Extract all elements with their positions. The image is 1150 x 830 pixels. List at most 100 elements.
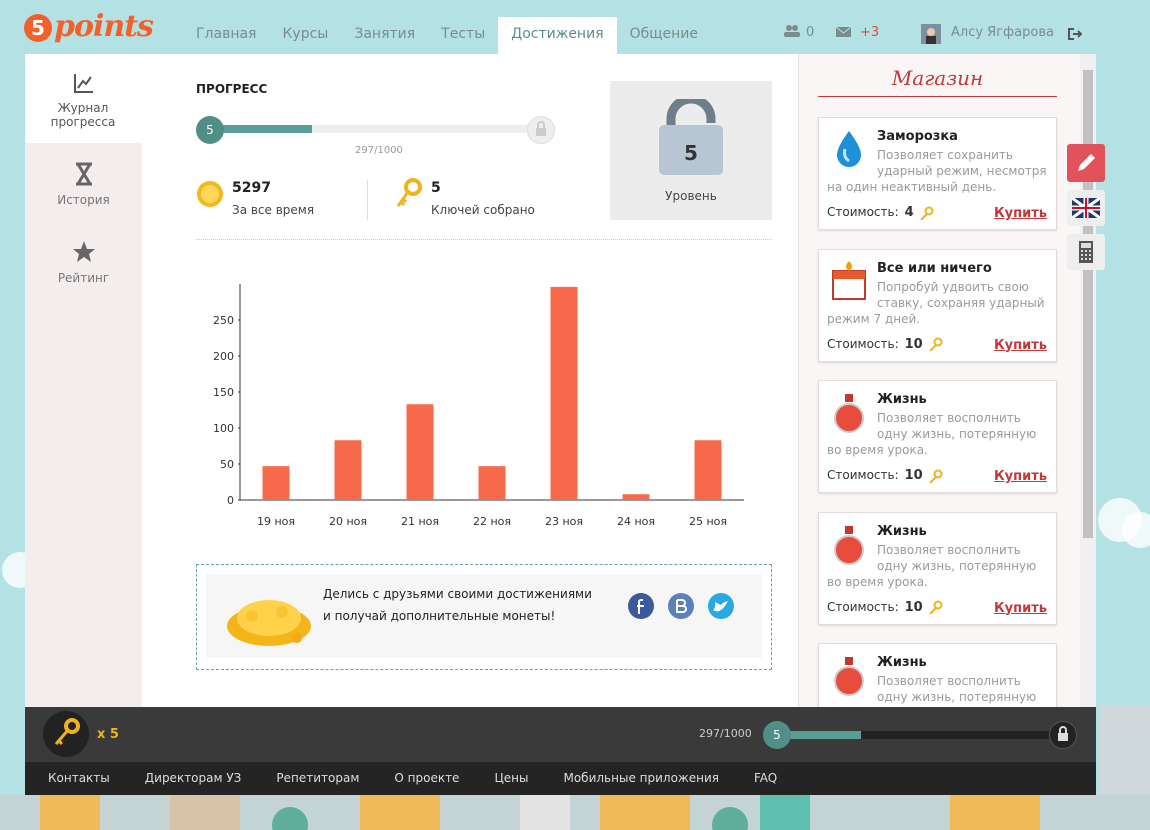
lock-icon: [536, 121, 546, 136]
share-line2: и получай дополнительные монеты!: [323, 609, 556, 623]
history-icon: [75, 162, 92, 186]
sidebar-item[interactable]: Рейтинг: [25, 240, 142, 285]
points-label: 297/1000: [355, 145, 403, 156]
share-inner: Делись с друзьями своими достижениями и …: [206, 574, 762, 658]
divider: [367, 180, 368, 220]
key-icon: [928, 600, 943, 615]
coin-icon: [197, 181, 223, 207]
sidebar-item[interactable]: История: [25, 162, 142, 207]
progress-fill: [209, 125, 312, 133]
friends-count: 0: [806, 25, 815, 40]
y-tick-label: 50: [220, 458, 234, 471]
footer-link[interactable]: FAQ: [753, 771, 778, 785]
sidebar-label: История: [57, 193, 110, 207]
item-cost: Стоимость: 4: [827, 205, 934, 221]
buy-button[interactable]: Купить: [994, 206, 1047, 221]
edit-button[interactable]: [1067, 144, 1105, 182]
bar: [622, 494, 650, 500]
footer-link[interactable]: Репетиторам: [276, 771, 360, 785]
pencil-icon: [1078, 154, 1095, 171]
item-cost: Стоимость: 10: [827, 337, 943, 352]
nav-item[interactable]: Тесты: [441, 26, 486, 42]
coins-pile: [227, 600, 311, 646]
item-icon: [837, 131, 861, 167]
cost-label: Стоимость:: [827, 599, 899, 614]
item-description: Позволяет восполнить одну жизнь, потерян…: [827, 542, 1037, 589]
shop-title: Магазин: [891, 66, 984, 90]
cost-value: 10: [904, 336, 923, 352]
user-name[interactable]: Алсу Ягфарова: [951, 25, 1054, 40]
bar: [478, 466, 506, 500]
nav-item[interactable]: Курсы: [282, 26, 329, 42]
cost-value: 4: [904, 205, 914, 220]
mail-icon: [836, 27, 851, 37]
separator: [196, 239, 772, 240]
language-button[interactable]: [1067, 190, 1105, 226]
social-buttons[interactable]: [627, 592, 737, 620]
bar: [694, 440, 722, 500]
item-icon: [834, 657, 864, 696]
logout-icon[interactable]: [1067, 27, 1083, 41]
x-tick-label: 23 ноя: [545, 515, 583, 528]
lock-icon: [1058, 726, 1068, 741]
progress-track: [209, 125, 555, 133]
calculator-icon: [1079, 241, 1093, 263]
footer-link[interactable]: О проекте: [394, 771, 460, 785]
bar: [262, 466, 290, 500]
share-box: Делись с друзьями своими достижениями и …: [196, 564, 772, 670]
nav-item[interactable]: Достижения: [498, 17, 617, 54]
shop-card: Жизнь Позволяет восполнить одну жизнь, по…: [818, 511, 1057, 625]
key-icon: [396, 178, 422, 207]
progress-fill: [775, 731, 861, 739]
item-icon: [834, 525, 864, 565]
lock-badge: [1049, 721, 1077, 749]
rating-icon: [72, 241, 95, 262]
item-name: Жизнь: [877, 523, 927, 539]
shop-card: Заморозка Позволяет сохранить ударный реж…: [818, 117, 1057, 230]
item-name: Все или ничего: [877, 260, 992, 276]
journal-icon: [73, 74, 93, 93]
y-tick-label: 250: [213, 314, 234, 327]
level-box: 5 Уровень: [610, 81, 772, 220]
key-icon: [919, 206, 934, 221]
sidebar-item[interactable]: Журнал прогресса: [25, 54, 142, 143]
friends-icon: [784, 25, 800, 37]
keys-label: Ключей собрано: [431, 203, 535, 217]
footer-link[interactable]: Контакты: [48, 771, 110, 785]
key-icon: [928, 337, 943, 352]
calculator-button[interactable]: [1067, 234, 1105, 270]
cost-label: Стоимость:: [827, 336, 899, 351]
sidebar-label: Журнал прогресса: [50, 101, 116, 129]
cost-label: Стоимость:: [827, 205, 899, 219]
progress-title: ПРОГРЕСС: [196, 82, 268, 96]
nav-item[interactable]: Общение: [629, 26, 698, 42]
key-icon: [928, 469, 943, 484]
y-tick-label: 150: [213, 386, 234, 399]
y-tick-label: 100: [213, 422, 234, 435]
messages-count: +3: [860, 25, 880, 40]
item-icon: [834, 394, 864, 433]
avatar[interactable]: [921, 24, 941, 44]
x-tick-label: 24 ноя: [617, 515, 655, 528]
nav-item[interactable]: Главная: [196, 26, 257, 42]
buy-button[interactable]: Купить: [994, 600, 1047, 616]
item-description: Позволяет восполнить одну жизнь, потерян…: [827, 674, 1037, 707]
footer-link[interactable]: Мобильные приложения: [563, 771, 719, 785]
nav-item[interactable]: Занятия: [354, 26, 416, 42]
shop-card: Жизнь Позволяет восполнить одну жизнь, по…: [818, 380, 1057, 493]
item-name: Заморозка: [877, 129, 958, 144]
footer-link[interactable]: Директорам УЗ: [144, 771, 242, 785]
footer-link[interactable]: Цены: [494, 771, 529, 785]
y-tick-label: 200: [213, 350, 234, 363]
cost-value: 10: [904, 599, 923, 615]
item-description: Попробуй удвоить свою ставку, сохраняя у…: [827, 279, 1045, 326]
key-badge: [43, 711, 89, 757]
x-tick-label: 21 ноя: [401, 515, 439, 528]
buy-button[interactable]: Купить: [994, 469, 1047, 484]
coins-value: 5297: [232, 180, 271, 196]
buy-button[interactable]: Купить: [994, 337, 1047, 353]
level-number: 5: [684, 141, 698, 165]
scroll-thumb[interactable]: [1083, 70, 1093, 538]
x-tick-label: 22 ноя: [473, 515, 511, 528]
